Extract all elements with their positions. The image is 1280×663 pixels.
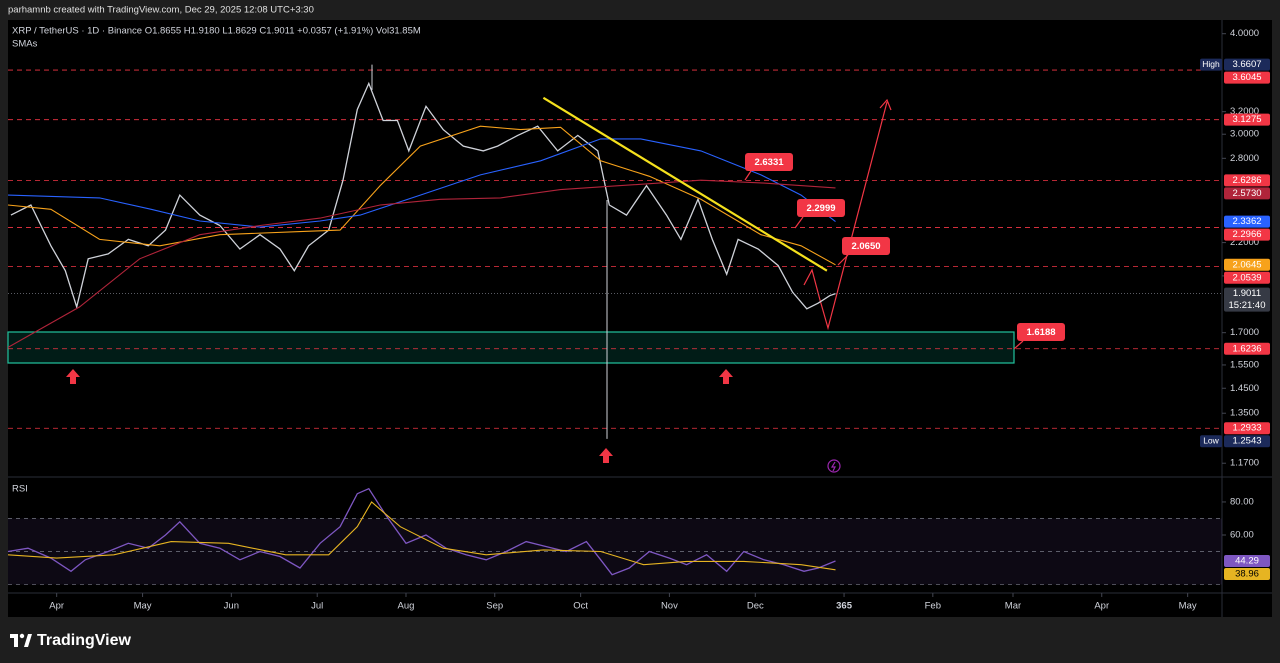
x-tick-label: Jun xyxy=(224,601,239,612)
last-value-label-box xyxy=(1224,567,1270,580)
last-value-label-box xyxy=(1224,287,1270,312)
callout-label: 2.0650 xyxy=(851,241,880,252)
high-label-tag: High xyxy=(1202,59,1220,69)
last-value-label-box xyxy=(1224,258,1270,271)
level-label-box xyxy=(1224,113,1270,126)
level-label-box xyxy=(1224,271,1270,284)
demand-zone xyxy=(7,331,1015,364)
callout-label: 2.2999 xyxy=(806,203,835,214)
y-tick-label: 3.0000 xyxy=(1230,129,1259,140)
footer-brand: TradingView xyxy=(37,632,132,649)
y-tick-label: 1.4500 xyxy=(1230,383,1259,394)
last-value-label: 38.96 xyxy=(1235,568,1259,579)
callout-pointer xyxy=(794,216,804,229)
x-tick-label: Nov xyxy=(661,601,678,612)
series-line xyxy=(7,138,836,228)
x-tick-label: Mar xyxy=(1005,601,1021,612)
last-value-label: 2.3362 xyxy=(1232,216,1261,227)
x-tick-label: Apr xyxy=(1094,601,1109,612)
series-line xyxy=(7,179,836,348)
callout-pointer xyxy=(744,170,752,181)
level-label-box xyxy=(1224,174,1270,187)
level-label: 2.0539 xyxy=(1232,272,1261,283)
last-value-label: 2.5730 xyxy=(1232,188,1261,199)
y-tick-label: 1.3500 xyxy=(1230,408,1259,419)
y-tick-label: 1.7000 xyxy=(1230,327,1259,338)
callout-pointer xyxy=(837,254,849,266)
y-tick-label: 60.00 xyxy=(1230,530,1254,541)
x-tick-label: May xyxy=(134,601,152,612)
y-tick-label: 2.2000 xyxy=(1230,237,1259,248)
x-tick-label: Feb xyxy=(925,601,941,612)
indicator-label: SMAs xyxy=(12,39,38,50)
level-label-box xyxy=(1224,71,1270,84)
x-tick-label: Dec xyxy=(747,601,764,612)
last-value-label-extra: 15:21:40 xyxy=(1229,300,1266,311)
callout-box xyxy=(745,153,793,171)
last-value-label-box xyxy=(1224,187,1270,200)
rsi-title: RSI xyxy=(12,484,28,495)
red-arrows xyxy=(66,369,733,463)
last-value-label: 1.9011 xyxy=(1233,288,1261,299)
x-tick-label: Aug xyxy=(398,601,415,612)
x-tick-label: Oct xyxy=(573,601,588,612)
x-tick-label: May xyxy=(1179,601,1197,612)
callout-label: 1.6188 xyxy=(1026,327,1055,338)
logo-slash xyxy=(24,634,32,647)
up-arrow xyxy=(719,369,733,384)
x-tick-label: 365 xyxy=(836,601,853,612)
last-value-label-box xyxy=(1224,554,1270,567)
y-tick-label: 2.8000 xyxy=(1230,153,1259,164)
level-label: 2.6286 xyxy=(1232,175,1261,186)
header-text: parhamnb created with TradingView.com, D… xyxy=(8,5,314,16)
up-arrow xyxy=(599,448,613,463)
logo-dot xyxy=(19,633,25,639)
low-label-tag-box xyxy=(1200,435,1222,448)
y-tick-label: 4.0000 xyxy=(1230,28,1259,39)
level-label-box xyxy=(1224,342,1270,355)
last-value-label: 2.0645 xyxy=(1232,259,1261,270)
high-label: 3.6607 xyxy=(1232,59,1261,70)
up-arrow xyxy=(66,369,80,384)
y-tick-label: 80.00 xyxy=(1230,496,1254,507)
high-label-tag-box xyxy=(1200,58,1222,71)
lightning-bolt xyxy=(830,461,836,472)
low-label-box xyxy=(1224,435,1270,448)
callout-box xyxy=(842,237,890,255)
band-fill xyxy=(8,518,1222,585)
low-label: 1.2543 xyxy=(1232,436,1261,447)
lightning-icon[interactable] xyxy=(827,459,841,473)
series-line xyxy=(10,81,836,310)
level-label: 1.6236 xyxy=(1232,343,1261,354)
y-tick-label: 3.2000 xyxy=(1230,106,1259,117)
symbol-line: XRP / TetherUS · 1D · Binance O1.8655 H1… xyxy=(12,26,421,37)
series-line xyxy=(7,501,836,571)
level-label: 1.2933 xyxy=(1232,423,1261,434)
last-value-label: 44.29 xyxy=(1235,555,1259,566)
low-label-tag: Low xyxy=(1203,435,1219,445)
callout-box xyxy=(797,199,845,217)
series-line xyxy=(7,125,836,266)
x-tick-label: Sep xyxy=(486,601,503,612)
y-tick-label: 1.1700 xyxy=(1230,458,1259,469)
level-label-box xyxy=(1224,422,1270,435)
level-label-box xyxy=(1224,228,1270,241)
series-line xyxy=(7,487,836,576)
high-label-box xyxy=(1224,58,1270,71)
callout-box xyxy=(1017,323,1065,341)
level-label: 2.2966 xyxy=(1232,229,1261,240)
footer-logo: TradingView xyxy=(10,632,132,649)
last-value-label-box xyxy=(1224,215,1270,228)
level-label: 3.1275 xyxy=(1232,114,1261,125)
callout-pointer xyxy=(1013,340,1024,350)
trendline xyxy=(542,96,828,272)
level-label: 3.6045 xyxy=(1232,72,1261,83)
y-tick-label: 1.5500 xyxy=(1230,359,1259,370)
logo-mark xyxy=(10,634,18,647)
x-tick-label: Jul xyxy=(311,601,323,612)
x-tick-label: Apr xyxy=(49,601,64,612)
callout-label: 2.6331 xyxy=(754,157,784,168)
